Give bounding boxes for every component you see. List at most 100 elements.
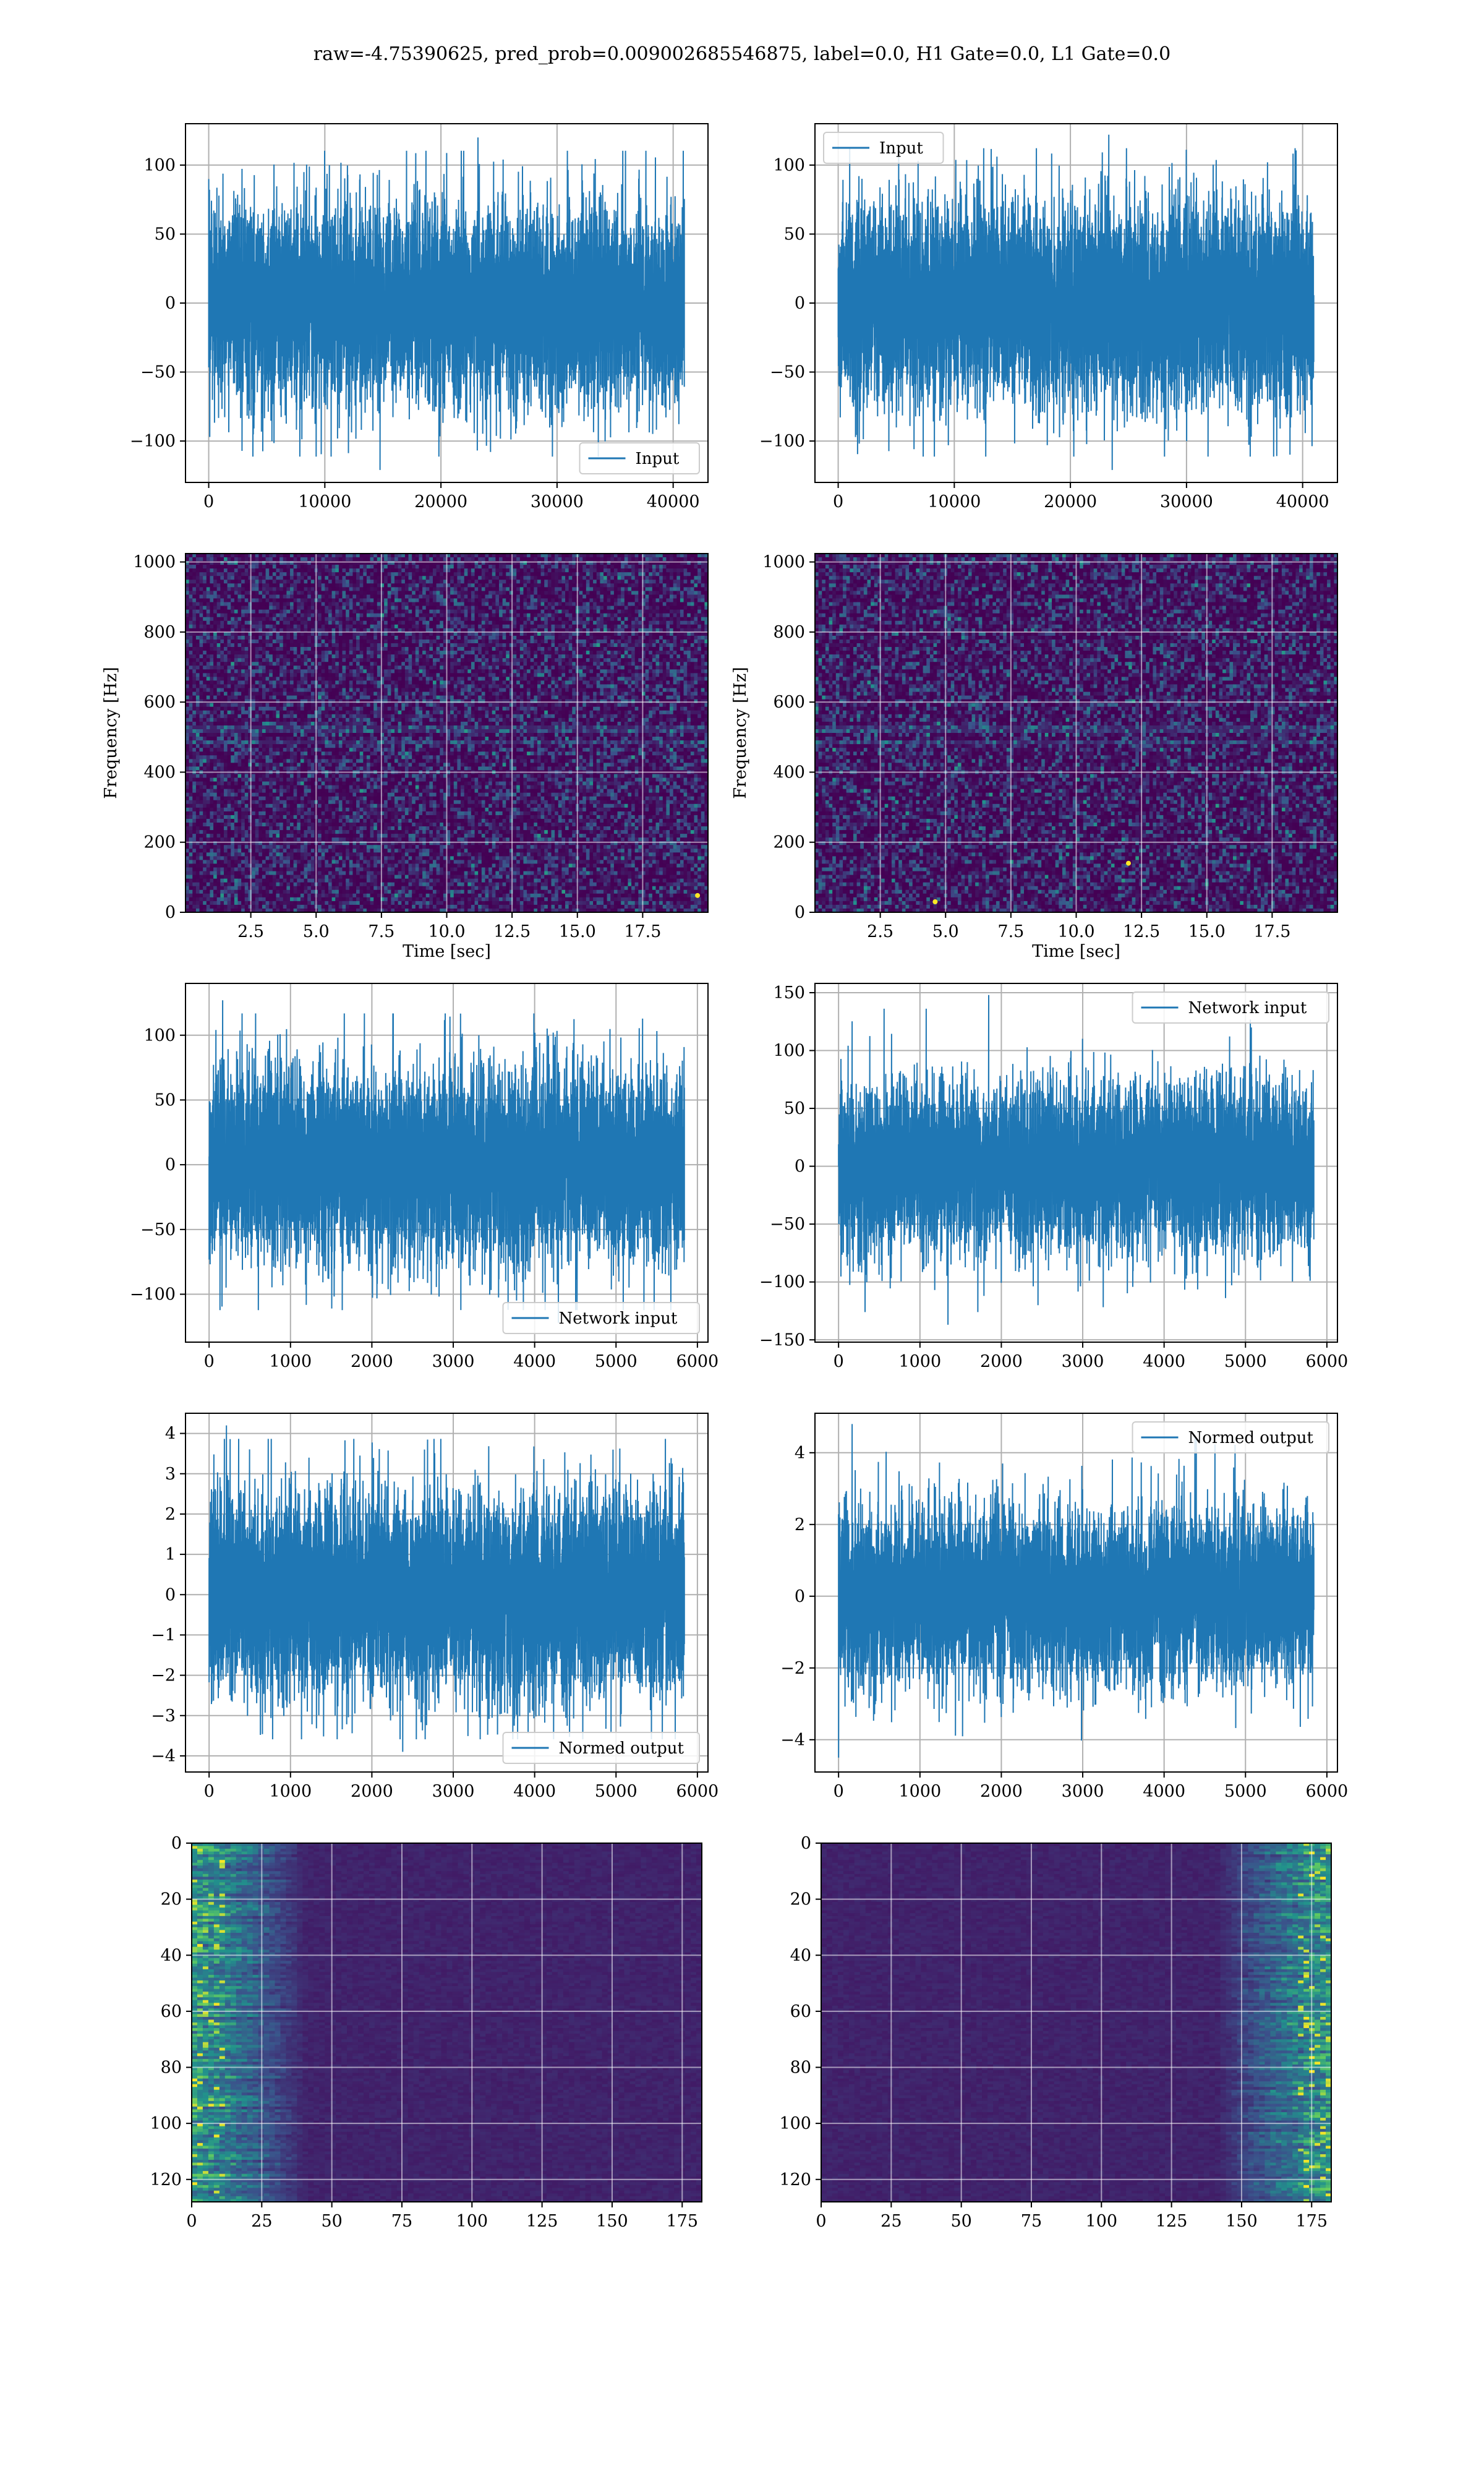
heatmap-cell: [301, 617, 304, 622]
heatmap-cell: [252, 557, 255, 562]
heatmap-cell: [694, 617, 697, 622]
heatmap-cell: [495, 572, 499, 576]
heatmap-cell: [207, 599, 210, 603]
heatmap-cell: [192, 576, 196, 580]
heatmap-cell: [311, 606, 315, 610]
heatmap-cell: [234, 587, 238, 591]
heatmap-cell: [325, 557, 328, 562]
heatmap-cell: [548, 610, 552, 614]
heatmap-cell: [467, 594, 471, 599]
heatmap-cell: [213, 625, 217, 629]
heatmap-cell: [597, 557, 600, 562]
heatmap-cell: [482, 606, 485, 610]
heatmap-cell: [461, 557, 464, 562]
heatmap-cell: [437, 576, 440, 580]
heatmap-cell: [207, 572, 210, 576]
heatmap-cell: [638, 606, 642, 610]
heatmap-cell: [673, 617, 677, 622]
heatmap-cell: [531, 610, 534, 614]
heatmap-cell: [231, 572, 234, 576]
heatmap-cell: [346, 572, 349, 576]
heatmap-cell: [255, 614, 259, 618]
heatmap-cell: [607, 591, 611, 595]
heatmap-cell: [635, 557, 639, 562]
heatmap-cell: [659, 572, 663, 576]
heatmap-cell: [356, 621, 360, 625]
heatmap-cell: [367, 614, 370, 618]
heatmap-cell: [241, 572, 245, 576]
heatmap-cell: [499, 606, 503, 610]
heatmap-cell: [467, 583, 471, 588]
heatmap-cell: [471, 594, 475, 599]
heatmap-cell: [610, 621, 614, 625]
heatmap-cell: [614, 599, 618, 603]
heatmap-cell: [670, 617, 673, 622]
heatmap-cell: [513, 610, 517, 614]
heatmap-cell: [269, 572, 273, 576]
heatmap-cell: [492, 576, 496, 580]
heatmap-cell: [290, 572, 294, 576]
heatmap-cell: [248, 587, 252, 591]
heatmap-cell: [311, 565, 315, 569]
heatmap-cell: [294, 606, 297, 610]
heatmap-cell: [607, 594, 611, 599]
heatmap-cell: [252, 583, 255, 588]
heatmap-cell: [625, 606, 628, 610]
heatmap-cell: [506, 576, 510, 580]
heatmap-cell: [297, 606, 301, 610]
heatmap-cell: [343, 602, 346, 607]
heatmap-cell: [328, 568, 332, 573]
heatmap-cell: [610, 591, 614, 595]
heatmap-cell: [548, 583, 552, 588]
input-l1-series-line: [838, 135, 1314, 470]
heatmap-cell: [527, 568, 531, 573]
heatmap-cell: [189, 572, 193, 576]
heatmap-cell: [384, 599, 388, 603]
heatmap-cell: [464, 617, 468, 622]
heatmap-cell: [279, 576, 283, 580]
heatmap-cell: [565, 614, 569, 618]
heatmap-cell: [614, 576, 618, 580]
heatmap-cell: [454, 568, 458, 573]
heatmap-cell: [589, 617, 593, 622]
heatmap-cell: [422, 580, 426, 584]
heatmap-cell: [635, 594, 639, 599]
heatmap-cell: [537, 572, 541, 576]
heatmap-cell: [579, 594, 583, 599]
heatmap-cell: [224, 606, 228, 610]
heatmap-cell: [419, 599, 422, 603]
heatmap-cell: [593, 591, 597, 595]
heatmap-cell: [694, 583, 697, 588]
heatmap-cell: [433, 591, 437, 595]
heatmap-cell: [586, 576, 590, 580]
heatmap-cell: [600, 572, 603, 576]
heatmap-cell: [461, 572, 464, 576]
heatmap-cell: [506, 572, 510, 576]
heatmap-cell: [377, 617, 381, 622]
heatmap-cell: [297, 583, 301, 588]
heatmap-cell: [363, 572, 367, 576]
heatmap-cell: [189, 576, 193, 580]
heatmap-cell: [534, 576, 537, 580]
heatmap-cell: [670, 594, 673, 599]
heatmap-cell: [482, 610, 485, 614]
heatmap-cell: [635, 576, 639, 580]
heatmap-cell: [356, 576, 360, 580]
heatmap-cell: [349, 568, 353, 573]
heatmap-cell: [367, 606, 370, 610]
heatmap-cell: [429, 594, 433, 599]
heatmap-cell: [273, 572, 276, 576]
heatmap-cell: [513, 599, 517, 603]
heatmap-cell: [391, 576, 394, 580]
heatmap-cell: [450, 606, 454, 610]
heatmap-cell: [600, 610, 603, 614]
heatmap-cell: [561, 572, 565, 576]
heatmap-cell: [228, 565, 231, 569]
heatmap-cell: [579, 587, 583, 591]
heatmap-cell: [422, 606, 426, 610]
heatmap-cell: [537, 583, 541, 588]
heatmap-cell: [394, 606, 398, 610]
heatmap-cell: [569, 576, 573, 580]
heatmap-cell: [454, 602, 458, 607]
heatmap-cell: [283, 568, 287, 573]
